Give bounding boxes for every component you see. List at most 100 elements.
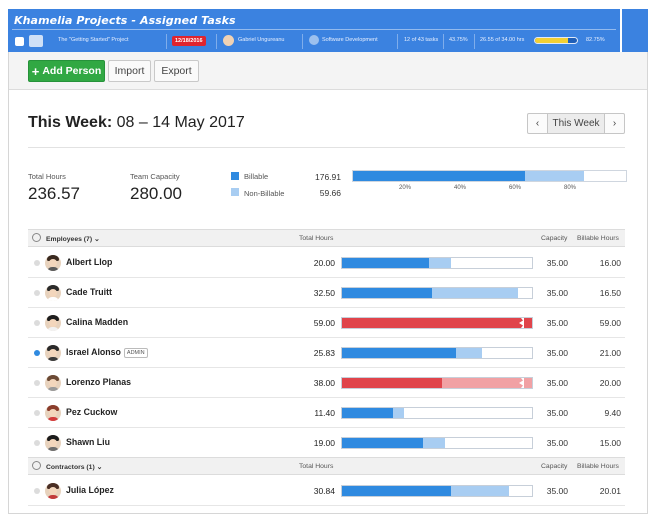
banner-separator (216, 34, 217, 49)
page-title: This Week: 08 – 14 May 2017 (28, 114, 245, 132)
billable-segment (342, 348, 456, 358)
person-name[interactable]: Cade Truitt (66, 287, 112, 297)
next-week-button[interactable]: › (605, 114, 624, 133)
table-row[interactable]: Julia López 30.84 35.00 20.01 (28, 476, 625, 506)
person-name[interactable]: Pez Cuckow (66, 407, 118, 417)
banner-divider (12, 29, 616, 30)
nonbillable-segment (428, 258, 451, 268)
banner-hours-pct: 82.75% (586, 37, 605, 43)
person-name[interactable]: Israel Alonso ADMIN (66, 347, 148, 358)
plus-icon: + (31, 63, 40, 79)
banner-project-name[interactable]: The "Getting Started" Project (58, 37, 129, 43)
toolbar: + Add Person Import Export (9, 52, 647, 90)
total-hours: 25.83 (313, 348, 335, 358)
nonbillable-segment (442, 378, 532, 388)
capacity-hours: 35.00 (546, 318, 568, 328)
banner-tasks: 12 of 43 tasks (404, 37, 439, 43)
folder-icon (29, 35, 43, 47)
billable-legend-swatch (231, 172, 239, 180)
contractors-group-label: Contractors (1) ⌄ (46, 464, 103, 471)
this-week-button[interactable]: This Week (547, 114, 605, 133)
export-button[interactable]: Export (154, 60, 199, 82)
total-hours: 19.00 (313, 438, 335, 448)
status-dot (34, 260, 40, 266)
column-billable-hours: Billable Hours (577, 235, 619, 242)
divider (28, 147, 625, 148)
capacity-hours: 35.00 (546, 288, 568, 298)
total-hours: 59.00 (313, 318, 335, 328)
avatar-body (47, 495, 59, 499)
avatar-face (49, 439, 57, 447)
table-row[interactable]: Albert Llop 20.00 35.00 16.00 (28, 248, 625, 278)
column-capacity: Capacity (541, 235, 568, 242)
billable-segment (342, 408, 394, 418)
person-name[interactable]: Albert Llop (66, 257, 113, 267)
billable-segment (353, 171, 526, 181)
employees-group-header[interactable]: Employees (7) ⌄ Total Hours Capacity Bil… (28, 229, 625, 247)
capacity-tick: 60% (508, 185, 522, 191)
billable-hours: 15.00 (599, 438, 621, 448)
table-row[interactable]: Calina Madden 59.00 35.00 59.00 (28, 308, 625, 338)
contractors-group-header[interactable]: Contractors (1) ⌄ Total Hours Capacity B… (28, 457, 625, 475)
avatar-hair (47, 345, 59, 351)
avatar-body (47, 297, 59, 301)
billable-segment (342, 318, 532, 328)
billable-segment (342, 486, 451, 496)
avatar (45, 315, 61, 331)
avatar-face (49, 409, 57, 417)
status-dot (34, 350, 40, 356)
table-row[interactable]: Cade Truitt 32.50 35.00 16.50 (28, 278, 625, 308)
nonbillable-segment (450, 486, 510, 496)
person-name[interactable]: Julia López (66, 485, 114, 495)
nonbillable-segment (423, 438, 446, 448)
person-name[interactable]: Calina Madden (66, 317, 129, 327)
chevron-down-icon: ⌄ (93, 236, 100, 243)
capacity-hours: 35.00 (546, 438, 568, 448)
hours-bar (341, 437, 533, 449)
avatar-body (47, 447, 59, 451)
hours-progress-bar (534, 37, 578, 44)
chevron-right-icon: › (612, 118, 617, 129)
add-person-label: Add Person (42, 65, 102, 77)
avatar (45, 285, 61, 301)
billable-segment (342, 378, 442, 388)
status-dot (34, 320, 40, 326)
total-hours: 38.00 (313, 378, 335, 388)
avatar-body (47, 387, 59, 391)
table-row[interactable]: Lorenzo Planas 38.00 35.00 20.00 (28, 368, 625, 398)
table-row[interactable]: Pez Cuckow 11.40 35.00 9.40 (28, 398, 625, 428)
hours-bar (341, 347, 533, 359)
banner-separator (397, 34, 398, 49)
banner-separator (443, 34, 444, 49)
person-name[interactable]: Lorenzo Planas (66, 377, 132, 387)
banner-title: Khamelia Projects - Assigned Tasks (14, 14, 236, 27)
avatar (45, 435, 61, 451)
column-total-hours: Total Hours (299, 235, 334, 242)
avatar-body (47, 357, 59, 361)
admin-badge: ADMIN (123, 348, 148, 358)
previous-week-button[interactable]: ‹ (528, 114, 547, 133)
due-date-badge: 12/18/2016 (172, 36, 206, 46)
collapse-checkbox-icon[interactable] (15, 37, 24, 46)
person-name[interactable]: Shawn Liu (66, 437, 110, 447)
avatar (45, 345, 61, 361)
hours-progress-fill (535, 38, 568, 43)
billable-hours: 16.00 (599, 258, 621, 268)
billable-legend-label: Billable (244, 172, 269, 181)
nonbillable-segment (431, 288, 519, 298)
import-button[interactable]: Import (108, 60, 151, 82)
avatar-face (49, 349, 57, 357)
hours-bar (341, 317, 533, 329)
status-dot (34, 488, 40, 494)
total-hours: 20.00 (313, 258, 335, 268)
table-row[interactable]: Shawn Liu 19.00 35.00 15.00 (28, 428, 625, 458)
avatar-hair (47, 315, 59, 321)
avatar-hair (47, 435, 59, 441)
table-row[interactable]: Israel Alonso ADMIN 25.83 35.00 21.00 (28, 338, 625, 368)
banner-user: Gabriel Ungureanu (238, 37, 285, 43)
add-person-button[interactable]: + Add Person (28, 60, 105, 82)
overflow-break-icon (519, 318, 524, 328)
banner-separator (166, 34, 167, 49)
status-dot (34, 290, 40, 296)
nonbillable-legend-label: Non-Billable (244, 189, 285, 198)
